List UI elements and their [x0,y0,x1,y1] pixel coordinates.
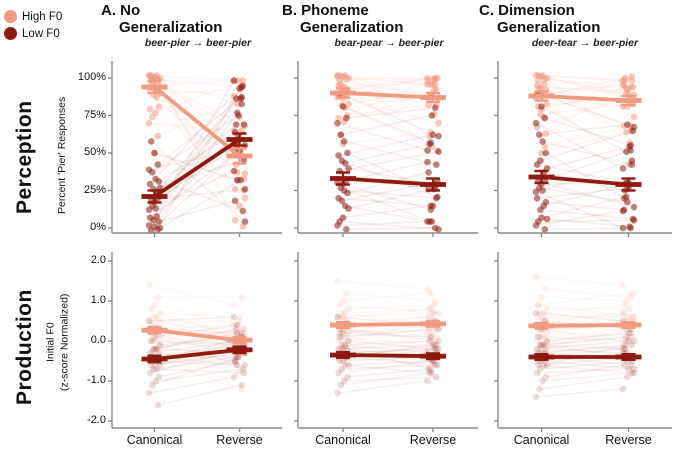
row-label-production: Production [13,289,36,405]
legend-item-high-f0: High F0 [4,8,62,25]
y-tick-label: 1.0 [90,294,106,306]
legend-item-low-f0: Low F0 [4,25,62,42]
y-tick-label: 0.0 [90,334,106,346]
panel-title-line1: B. Phoneme [282,2,369,19]
y-tick-label: -1.0 [87,374,106,386]
plot-production-no-generalization: Canonical Reverse [106,248,282,450]
y-tick-label: 2.0 [90,254,106,266]
y-tick-label: 100% [77,71,106,83]
panel-title-line2: Generalization [300,19,404,36]
legend-label: High F0 [22,10,63,23]
plot-production-dimension-generalization: Canonical Reverse [492,248,672,450]
x-tick-label: Canonical [514,433,570,447]
y-tick-label: 25% [83,184,106,196]
row-label-perception: Perception [13,100,36,215]
panel-subtitle-c: deer-tear → beer-pier [531,37,639,49]
y-tick-label: 75% [83,109,106,121]
y-tick-label: 50% [83,146,106,158]
panel-title-line1: A. No [101,2,141,19]
x-tick-label: Canonical [127,433,183,447]
panel-title-b: B. Phoneme Generalization [282,2,403,36]
plot-perception-phoneme-generalization [292,56,478,243]
x-tick-label: Reverse [605,433,652,447]
x-tick-label: Canonical [315,433,371,447]
plot-perception-dimension-generalization [492,56,672,243]
x-tick-label: Reverse [216,433,263,447]
legend-label: Low F0 [22,27,60,40]
legend: High F0 Low F0 [4,8,62,42]
panel-title-line1: C. Dimension [479,2,575,19]
plot-production-phoneme-generalization: Canonical Reverse [292,248,478,450]
panel-title-c: C. Dimension Generalization [479,2,600,36]
y-axis-label-production-line1: Initial F0 [44,322,57,362]
panel-subtitle-b: bear-pear → beer-pier [334,37,444,49]
y-tick-label: 0% [90,221,106,233]
panel-subtitle-a: beer-pier → beer-pier [144,37,252,49]
x-tick-label: Reverse [410,433,457,447]
y-tick-label: -2.0 [87,414,106,426]
panel-title-a: A. No Generalization [101,2,222,36]
panel-title-line2: Generalization [497,19,601,36]
plot-perception-no-generalization [106,56,282,243]
panel-title-line2: Generalization [119,19,223,36]
low-f0-dot-icon [4,27,17,40]
high-f0-dot-icon [4,10,17,23]
